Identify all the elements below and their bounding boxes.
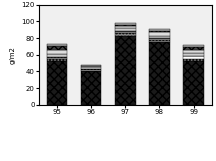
Bar	[47, 46, 67, 50]
Bar	[149, 29, 170, 31]
Bar	[149, 42, 170, 105]
Bar	[47, 59, 67, 61]
Bar	[149, 40, 170, 42]
Bar	[183, 50, 204, 53]
Bar	[149, 32, 170, 36]
Bar	[183, 59, 204, 61]
Bar	[81, 67, 101, 69]
Bar	[81, 71, 101, 105]
Bar	[149, 36, 170, 38]
Bar	[183, 61, 204, 105]
Bar	[81, 66, 101, 67]
Bar	[115, 26, 135, 28]
Bar	[115, 33, 135, 36]
Bar	[115, 23, 135, 25]
Bar	[115, 28, 135, 31]
Bar	[81, 70, 101, 71]
Bar	[47, 61, 67, 105]
Y-axis label: g/m2: g/m2	[10, 46, 16, 64]
Bar	[149, 31, 170, 32]
Bar	[115, 32, 135, 33]
Bar	[47, 50, 67, 54]
Bar	[183, 47, 204, 50]
Bar	[47, 57, 67, 58]
Bar	[47, 54, 67, 57]
Bar	[47, 58, 67, 59]
Bar	[115, 36, 135, 105]
Bar	[183, 45, 204, 47]
Bar	[115, 25, 135, 26]
Bar	[81, 65, 101, 66]
Bar	[47, 44, 67, 46]
Bar	[81, 69, 101, 70]
Bar	[149, 38, 170, 39]
Bar	[115, 31, 135, 32]
Bar	[183, 56, 204, 59]
Bar	[149, 39, 170, 40]
Bar	[183, 53, 204, 56]
